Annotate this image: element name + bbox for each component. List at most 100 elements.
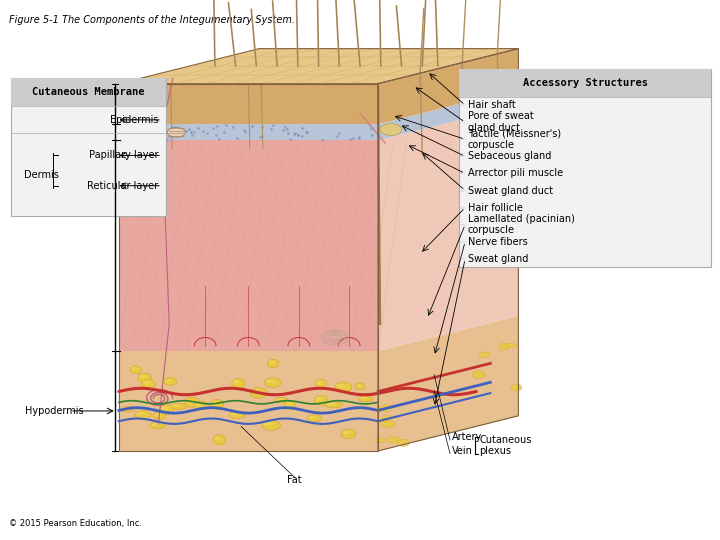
Ellipse shape xyxy=(232,378,245,388)
Text: Sebaceous gland: Sebaceous gland xyxy=(468,151,552,161)
Polygon shape xyxy=(378,316,518,451)
Text: Tactile (Meissner's)
corpuscle: Tactile (Meissner's) corpuscle xyxy=(468,129,561,150)
Ellipse shape xyxy=(433,392,441,398)
Ellipse shape xyxy=(213,435,225,445)
Ellipse shape xyxy=(160,405,174,414)
Text: Arrector pili muscle: Arrector pili muscle xyxy=(468,168,563,178)
Ellipse shape xyxy=(341,429,356,438)
Ellipse shape xyxy=(387,436,400,443)
Ellipse shape xyxy=(155,413,161,416)
Ellipse shape xyxy=(250,388,267,398)
Ellipse shape xyxy=(165,379,171,382)
Ellipse shape xyxy=(233,380,240,384)
Ellipse shape xyxy=(343,431,350,435)
Ellipse shape xyxy=(131,367,137,370)
Ellipse shape xyxy=(375,438,387,443)
Text: Dermis: Dermis xyxy=(24,170,58,180)
Ellipse shape xyxy=(511,384,522,391)
Ellipse shape xyxy=(479,352,490,357)
Ellipse shape xyxy=(276,399,283,401)
Text: Hair follicle: Hair follicle xyxy=(468,202,523,213)
FancyBboxPatch shape xyxy=(11,78,166,216)
Ellipse shape xyxy=(359,396,372,402)
Ellipse shape xyxy=(314,396,328,405)
Ellipse shape xyxy=(138,374,151,383)
Text: © 2015 Pearson Education, Inc.: © 2015 Pearson Education, Inc. xyxy=(9,519,142,528)
Text: Hair shaft: Hair shaft xyxy=(468,100,516,110)
Ellipse shape xyxy=(122,407,129,409)
Polygon shape xyxy=(119,140,378,351)
Ellipse shape xyxy=(381,420,395,428)
Ellipse shape xyxy=(136,412,145,415)
Ellipse shape xyxy=(264,422,273,426)
Ellipse shape xyxy=(135,411,151,418)
Ellipse shape xyxy=(212,401,218,405)
Text: Vein: Vein xyxy=(451,446,472,456)
Ellipse shape xyxy=(269,361,274,364)
Ellipse shape xyxy=(336,383,345,388)
Ellipse shape xyxy=(397,440,409,447)
Ellipse shape xyxy=(266,379,274,383)
Text: Papillary layer: Papillary layer xyxy=(89,151,158,160)
Ellipse shape xyxy=(380,124,402,136)
Ellipse shape xyxy=(382,415,392,421)
Ellipse shape xyxy=(335,382,351,393)
Ellipse shape xyxy=(230,413,238,415)
Text: Hypodermis: Hypodermis xyxy=(25,406,84,416)
Ellipse shape xyxy=(215,436,220,440)
Polygon shape xyxy=(119,416,518,451)
Ellipse shape xyxy=(498,343,508,350)
Ellipse shape xyxy=(150,422,165,429)
Ellipse shape xyxy=(315,397,323,401)
Ellipse shape xyxy=(139,375,146,379)
Ellipse shape xyxy=(317,380,322,384)
Ellipse shape xyxy=(356,384,361,387)
Ellipse shape xyxy=(167,127,186,137)
Text: Cutaneous Membrane: Cutaneous Membrane xyxy=(32,87,145,97)
Ellipse shape xyxy=(161,406,168,410)
Polygon shape xyxy=(378,49,518,124)
Ellipse shape xyxy=(274,397,288,403)
Text: Sweat gland duct: Sweat gland duct xyxy=(468,186,553,195)
Polygon shape xyxy=(119,351,378,451)
Ellipse shape xyxy=(307,415,322,422)
Ellipse shape xyxy=(229,411,245,418)
Text: Reticular layer: Reticular layer xyxy=(87,181,158,191)
Polygon shape xyxy=(378,89,518,140)
Text: Epidermis: Epidermis xyxy=(110,115,158,125)
Text: Figure 5-1 The Components of the Integumentary System.: Figure 5-1 The Components of the Integum… xyxy=(9,15,294,25)
Ellipse shape xyxy=(325,402,342,408)
Text: Nerve fibers: Nerve fibers xyxy=(468,237,528,247)
Ellipse shape xyxy=(171,404,180,407)
Ellipse shape xyxy=(211,399,223,409)
Ellipse shape xyxy=(169,404,187,409)
FancyBboxPatch shape xyxy=(459,69,711,97)
Ellipse shape xyxy=(285,402,291,406)
Ellipse shape xyxy=(130,366,142,374)
Ellipse shape xyxy=(327,402,336,405)
Polygon shape xyxy=(119,84,378,124)
Polygon shape xyxy=(119,124,378,140)
Ellipse shape xyxy=(503,343,517,348)
Ellipse shape xyxy=(143,381,150,384)
Ellipse shape xyxy=(262,420,280,430)
Ellipse shape xyxy=(121,406,135,412)
Ellipse shape xyxy=(264,378,282,387)
FancyBboxPatch shape xyxy=(459,69,711,267)
Ellipse shape xyxy=(163,377,177,386)
Text: Artery: Artery xyxy=(451,433,482,442)
Ellipse shape xyxy=(194,401,210,409)
Text: Pore of sweat
gland duct: Pore of sweat gland duct xyxy=(468,111,534,133)
Polygon shape xyxy=(378,105,518,351)
FancyBboxPatch shape xyxy=(11,78,166,106)
Ellipse shape xyxy=(315,379,326,388)
Ellipse shape xyxy=(308,416,315,418)
Ellipse shape xyxy=(153,413,166,420)
Text: Sweat gland: Sweat gland xyxy=(468,254,528,264)
Text: Accessory Structures: Accessory Structures xyxy=(523,78,648,87)
Text: Fat: Fat xyxy=(287,475,301,484)
Text: Cutaneous
plexus: Cutaneous plexus xyxy=(480,435,532,456)
Ellipse shape xyxy=(184,397,199,407)
Text: Lamellated (pacinian)
corpuscle: Lamellated (pacinian) corpuscle xyxy=(468,214,575,235)
Ellipse shape xyxy=(186,399,193,403)
